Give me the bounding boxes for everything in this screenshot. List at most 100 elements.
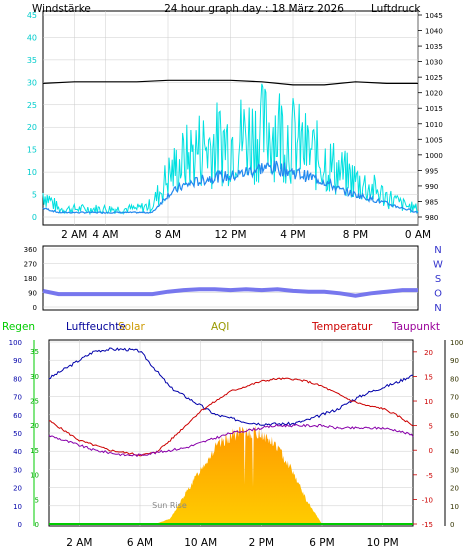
pressure-axis-title: Luftdruck: [371, 3, 421, 15]
bottom-x-tick-label: 6 PM: [309, 537, 334, 549]
wind-tick-label: 30: [27, 78, 37, 87]
temp-tick-label: 20: [424, 349, 433, 357]
aqi-tick-label: 60: [450, 412, 459, 420]
wind-x-tick-label: 4 PM: [280, 229, 305, 241]
pressure-tick-label: 1020: [425, 90, 443, 98]
sunrise-annotation: Sun Rise: [152, 501, 187, 510]
humidity-tick-label: 20: [13, 485, 22, 493]
pressure-tick-label: 1035: [425, 43, 443, 51]
rain-tick-label: 25: [30, 398, 39, 406]
wind-average-line: [42, 160, 419, 214]
aqi-tick-label: 0: [450, 521, 454, 529]
wind-x-tick-label: 2 AM: [61, 229, 87, 241]
direction-tick-label: 0: [33, 304, 37, 312]
wind-gust-line: [42, 83, 419, 216]
pressure-tick-label: 980: [425, 214, 438, 222]
aqi-tick-label: 10: [450, 503, 459, 511]
temp-tick-label: -5: [426, 472, 433, 480]
pressure-tick-label: 1045: [425, 12, 443, 20]
aqi-tick-label: 20: [450, 485, 459, 493]
grid-layer: [43, 11, 419, 526]
axes-layer: 0510152025303540459809859909951000100510…: [2, 11, 463, 549]
aqi-tick-label: 70: [450, 394, 459, 402]
marks-layer: [42, 79, 419, 525]
bottom-x-tick-label: 2 AM: [66, 537, 92, 549]
wind-x-tick-label: 8 PM: [343, 229, 368, 241]
wind-tick-label: 10: [27, 168, 37, 177]
aqi-tick-label: 40: [450, 448, 459, 456]
compass-label: S: [435, 274, 441, 285]
pressure-tick-label: 985: [425, 198, 438, 206]
wind-x-tick-label: 4 AM: [92, 229, 118, 241]
wind-tick-label: 20: [27, 123, 37, 132]
humidity-tick-label: 40: [13, 448, 22, 456]
legend-label: Temperatur: [311, 321, 373, 333]
temperature-line: [49, 377, 414, 457]
pressure-tick-label: 1010: [425, 121, 443, 129]
pressure-tick-label: 1025: [425, 74, 443, 82]
rain-tick-label: 5: [35, 496, 39, 504]
direction-tick-label: 360: [24, 246, 37, 254]
compass-label: W: [433, 260, 443, 271]
legend-label: Solar: [118, 321, 145, 333]
compass-label: N: [434, 303, 441, 314]
wind-x-tick-label: 0 AM: [405, 229, 431, 241]
temp-tick-label: 0: [429, 447, 433, 455]
temp-tick-label: -15: [422, 521, 433, 529]
rain-tick-label: 10: [30, 472, 39, 480]
compass-label: N: [434, 245, 441, 256]
rain-tick-label: 20: [30, 422, 39, 430]
humidity-tick-label: 30: [13, 466, 22, 474]
rain-tick-label: 0: [35, 521, 39, 529]
pressure-tick-label: 1005: [425, 136, 443, 144]
humidity-tick-label: 90: [13, 357, 22, 365]
direction-tick-label: 270: [24, 261, 37, 269]
solar-area: [155, 425, 322, 524]
wind-tick-label: 35: [27, 56, 37, 65]
aqi-tick-label: 80: [450, 375, 459, 383]
temp-tick-label: 15: [424, 373, 433, 381]
pressure-tick-label: 1015: [425, 105, 443, 113]
rain-tick-label: 15: [30, 447, 39, 455]
wind-tick-label: 5: [32, 191, 37, 200]
aqi-tick-label: 30: [450, 466, 459, 474]
humidity-tick-label: 50: [13, 430, 22, 438]
bottom-x-tick-label: 10 PM: [367, 537, 399, 549]
humidity-tick-label: 0: [18, 521, 22, 529]
direction-tick-label: 90: [28, 290, 37, 298]
wind-tick-label: 0: [32, 213, 37, 222]
wind-tick-label: 25: [27, 101, 37, 110]
legend-label: AQI: [211, 321, 229, 333]
bottom-x-tick-label: 10 AM: [184, 537, 217, 549]
humidity-tick-label: 80: [13, 375, 22, 383]
bottom-x-tick-label: 2 PM: [249, 537, 274, 549]
dewpoint-line: [48, 423, 414, 458]
humidity-tick-label: 100: [9, 339, 22, 347]
compass-label: O: [434, 289, 442, 300]
temp-tick-label: 10: [424, 398, 433, 406]
wind-x-tick-label: 8 AM: [155, 229, 181, 241]
rain-tick-label: 35: [30, 348, 39, 356]
pressure-tick-label: 1000: [425, 152, 443, 160]
aqi-tick-label: 50: [450, 430, 459, 438]
humidity-line: [48, 347, 414, 427]
pressure-line: [42, 79, 418, 86]
legend-label: Taupunkt: [391, 321, 440, 333]
pressure-tick-label: 1030: [425, 59, 443, 67]
legend-label: Regen: [2, 321, 35, 333]
temp-tick-label: -10: [422, 496, 433, 504]
wind-tick-label: 45: [27, 11, 37, 20]
wind-direction-line: [42, 287, 418, 298]
wind-axis-title: Windstärke: [32, 3, 91, 15]
rain-tick-label: 30: [30, 373, 39, 381]
wind-x-tick-label: 12 PM: [214, 229, 246, 241]
temp-tick-label: 5: [429, 423, 433, 431]
legend-label: Luftfeuchte: [66, 321, 126, 333]
pressure-tick-label: 1040: [425, 28, 443, 36]
pressure-tick-label: 995: [425, 167, 438, 175]
pressure-tick-label: 990: [425, 183, 438, 191]
humidity-tick-label: 10: [13, 503, 22, 511]
bottom-x-tick-label: 6 AM: [127, 537, 153, 549]
